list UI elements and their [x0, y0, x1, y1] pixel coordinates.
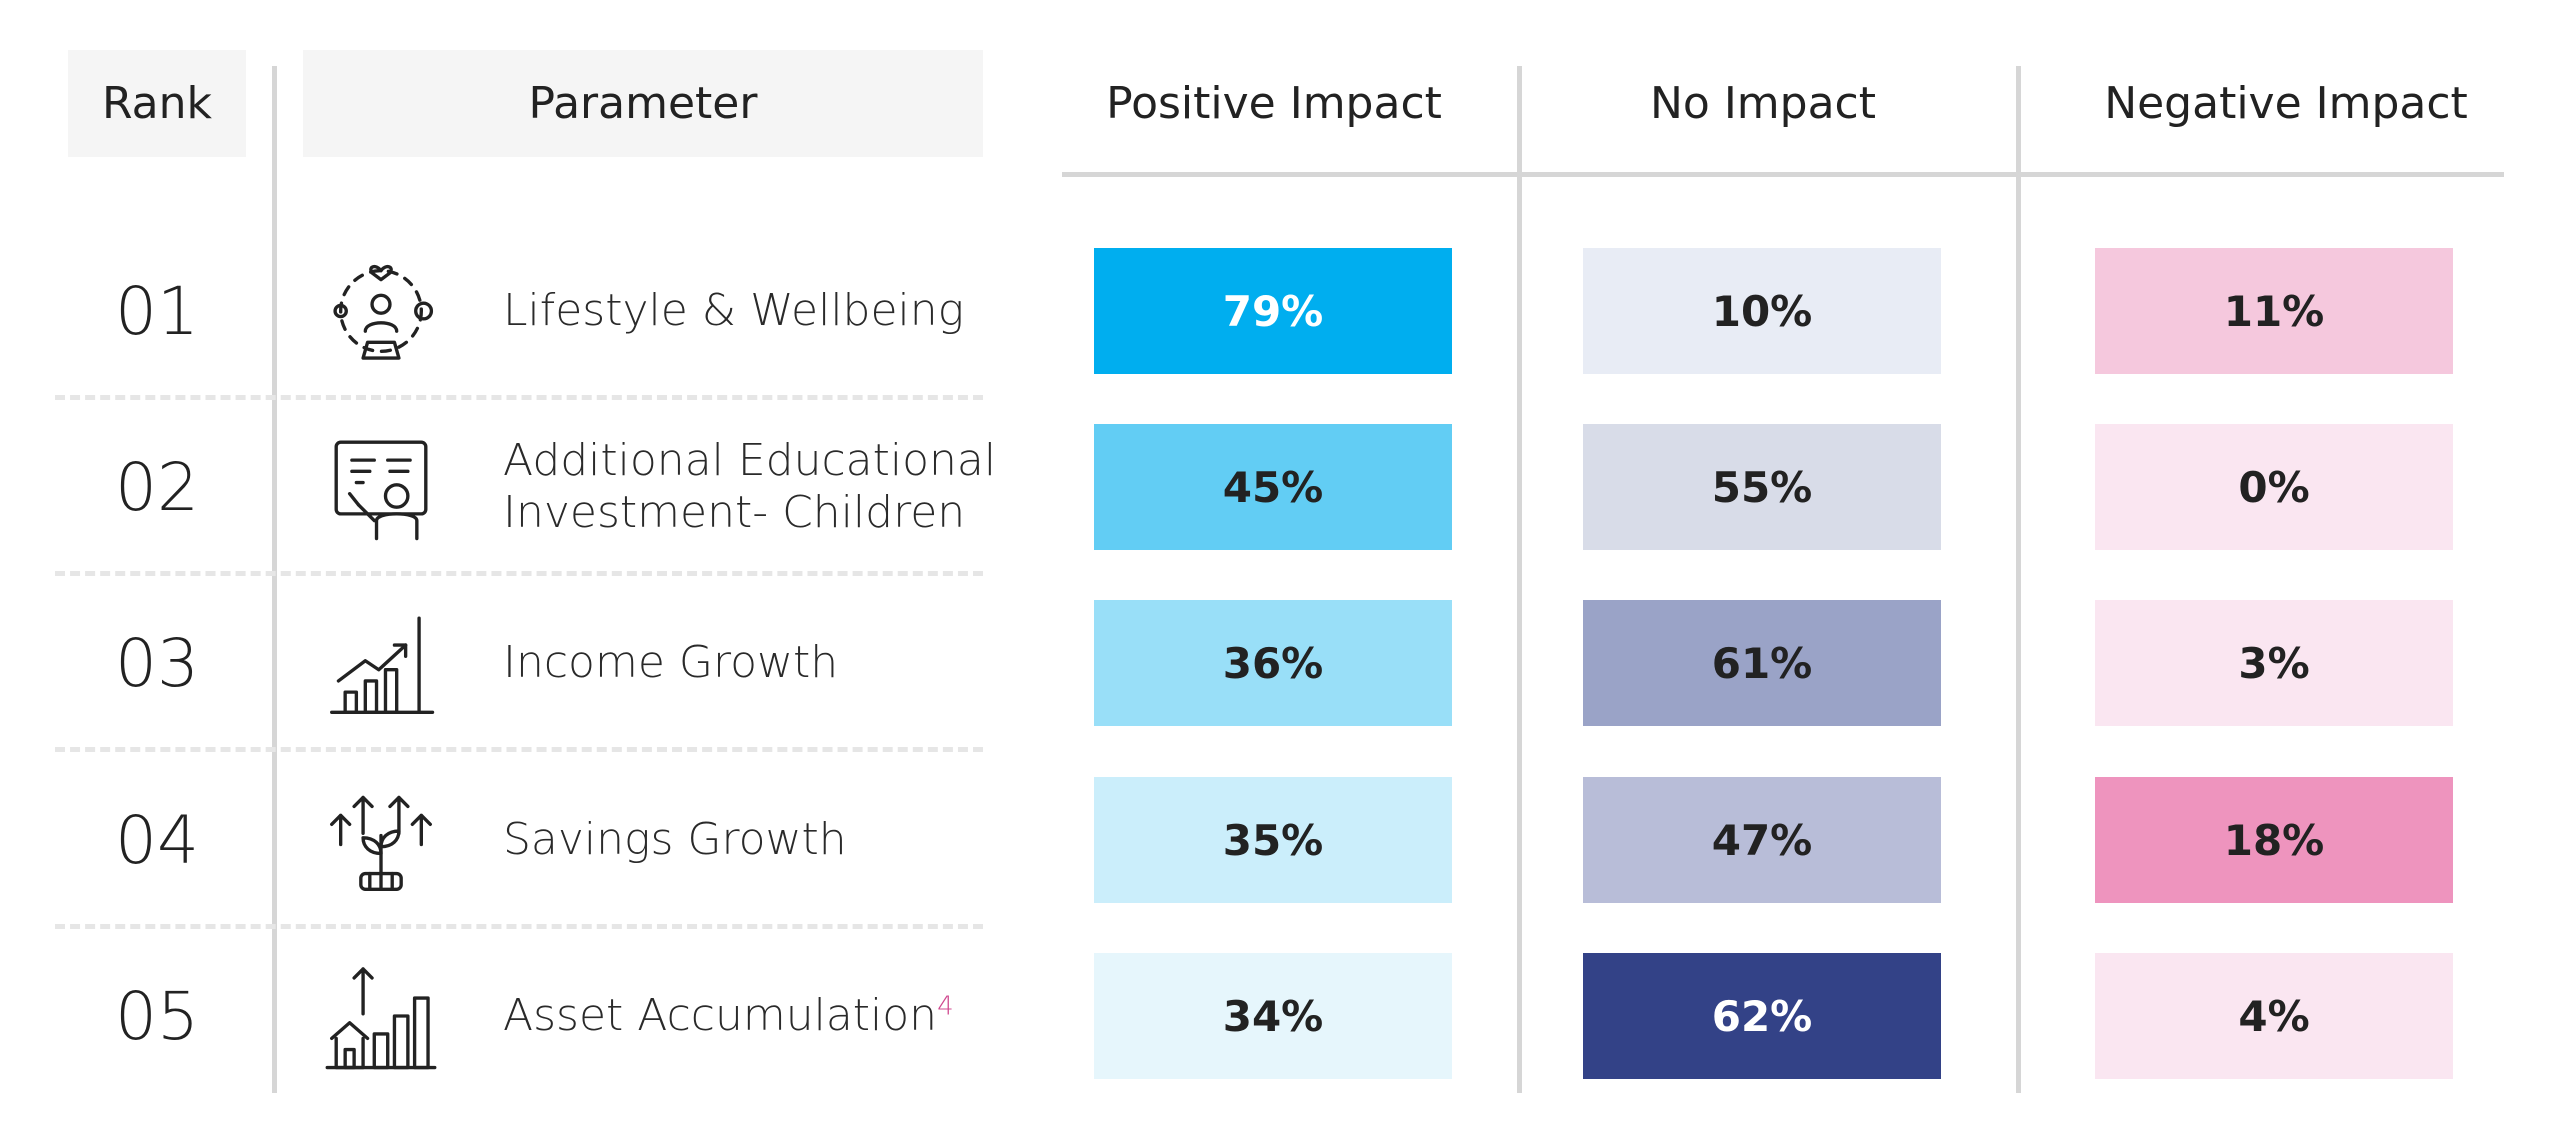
rank-cell: 05 — [115, 977, 199, 1055]
positive-impact-cell: 45% — [1094, 424, 1452, 550]
parameter-name: Additional Educational Investment- Child… — [503, 424, 1003, 550]
positive-impact-cell: 35% — [1094, 777, 1452, 903]
row-separator — [55, 924, 983, 929]
no-impact-cell: 61% — [1583, 600, 1941, 726]
asset-accumulation-icon — [325, 960, 437, 1072]
negative-impact-cell: 11% — [2095, 248, 2453, 374]
education-icon — [325, 431, 437, 543]
parameter-line: Savings Growth — [503, 814, 847, 865]
no-impact-cell: 62% — [1583, 953, 1941, 1079]
parameter-name: Lifestyle & Wellbeing — [503, 248, 1003, 374]
header-rank: Rank — [68, 50, 246, 157]
parameter-line: Investment- Children — [503, 487, 966, 538]
parameter-name: Savings Growth — [503, 777, 1003, 903]
row-separator — [55, 747, 983, 752]
rank-cell: 02 — [115, 448, 199, 526]
divider-no-negative — [2016, 66, 2021, 1093]
rank-cell: 01 — [115, 272, 199, 350]
income-growth-icon — [325, 607, 437, 719]
negative-impact-cell: 0% — [2095, 424, 2453, 550]
header-no-impact: No Impact — [1650, 78, 1876, 129]
parameter-line: Income Growth — [503, 637, 839, 688]
parameter-name: Asset Accumulation4 — [503, 953, 1003, 1079]
positive-impact-cell: 34% — [1094, 953, 1452, 1079]
parameter-name: Income Growth — [503, 600, 1003, 726]
parameter-line: Additional Educational — [503, 435, 997, 486]
negative-impact-cell: 18% — [2095, 777, 2453, 903]
row-separator — [55, 571, 983, 576]
wellbeing-icon — [325, 255, 437, 367]
positive-impact-cell: 79% — [1094, 248, 1452, 374]
no-impact-cell: 10% — [1583, 248, 1941, 374]
header-positive-impact: Positive Impact — [1106, 78, 1442, 129]
rank-cell: 03 — [115, 624, 199, 702]
rank-cell: 04 — [115, 801, 199, 879]
negative-impact-cell: 3% — [2095, 600, 2453, 726]
positive-impact-cell: 36% — [1094, 600, 1452, 726]
parameter-line: Lifestyle & Wellbeing — [503, 285, 965, 336]
savings-growth-icon — [325, 784, 437, 896]
header-parameter: Parameter — [303, 50, 983, 157]
negative-impact-cell: 4% — [2095, 953, 2453, 1079]
header-negative-impact: Negative Impact — [2104, 78, 2468, 129]
parameter-line: Asset Accumulation — [503, 990, 938, 1041]
header-underline — [1062, 172, 2504, 177]
row-separator — [55, 395, 983, 400]
footnote-marker: 4 — [937, 991, 954, 1022]
no-impact-cell: 55% — [1583, 424, 1941, 550]
no-impact-cell: 47% — [1583, 777, 1941, 903]
divider-rank — [272, 66, 277, 1093]
divider-positive-no — [1517, 66, 1522, 1093]
